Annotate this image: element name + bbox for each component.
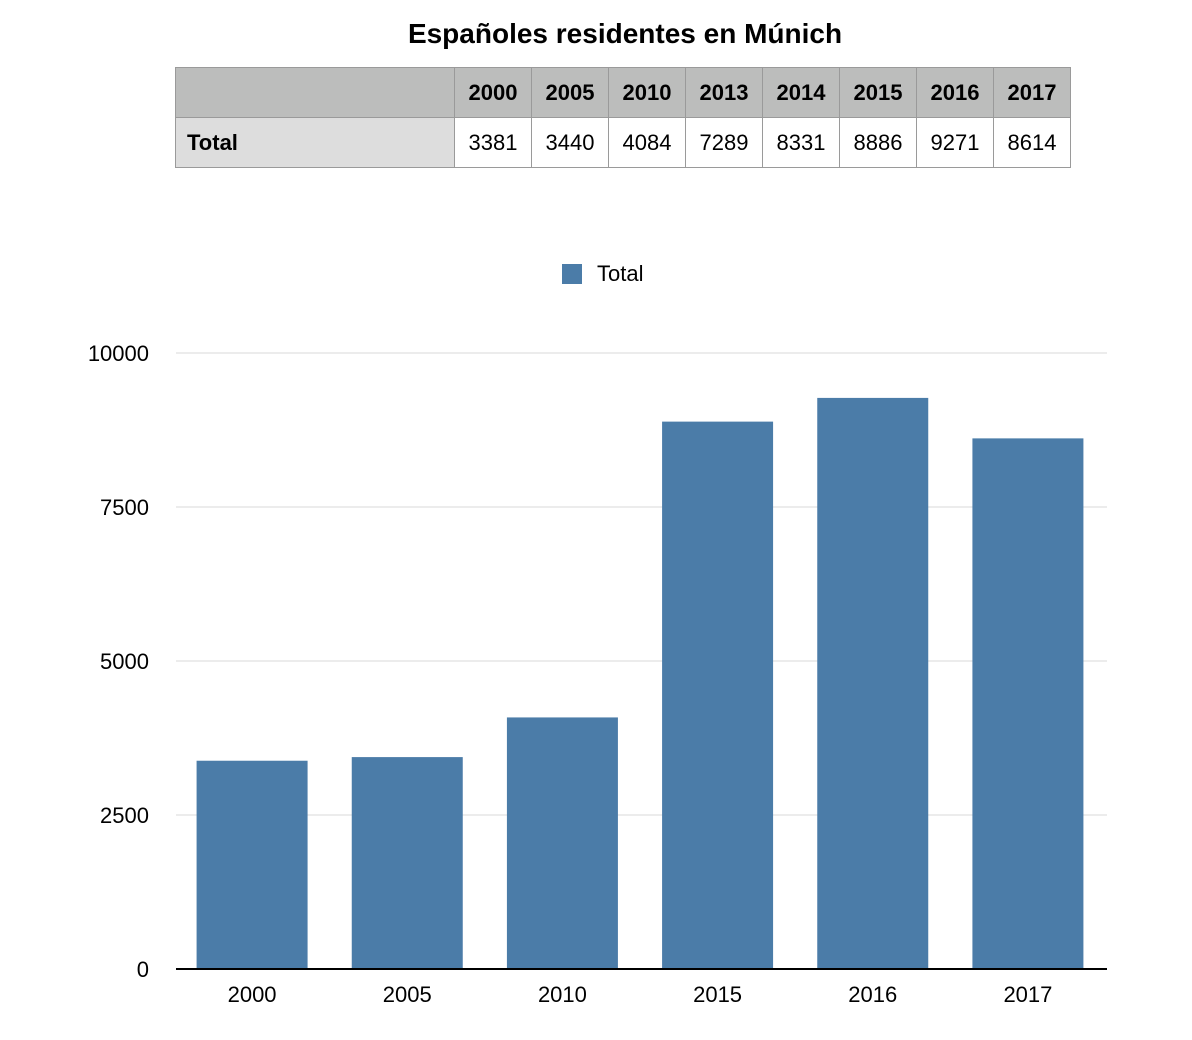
bar: [972, 438, 1084, 970]
bar: [351, 757, 463, 969]
chart-title: Españoles residentes en Múnich: [407, 18, 843, 49]
table-cell: 8331: [762, 117, 840, 168]
table-row: Total 3381 3440 4084 7289 8331 8886 9271…: [175, 117, 1071, 168]
table-cell: 8886: [839, 117, 917, 168]
legend-label: Total: [597, 261, 644, 286]
y-tick-label: 5000: [100, 649, 149, 674]
table-header-row: 2000 2005 2010 2013 2014 2015 2016 2017: [175, 67, 1071, 118]
x-tick-label: 2017: [1003, 982, 1052, 1007]
y-tick-label: 2500: [100, 803, 149, 828]
x-tick-label: 2005: [383, 982, 432, 1007]
bar: [196, 760, 308, 969]
table-cell: 9271: [916, 117, 994, 168]
table-column-header: 2017: [993, 67, 1071, 118]
x-tick-label: 2016: [848, 982, 897, 1007]
y-tick-label: 0: [137, 957, 149, 982]
table-column-header: 2015: [839, 67, 917, 118]
table-corner-cell: [175, 67, 455, 118]
table-row-header: Total: [175, 117, 455, 168]
x-tick-label: 2015: [693, 982, 742, 1007]
y-tick-label: 7500: [100, 495, 149, 520]
table-cell: 4084: [608, 117, 686, 168]
legend-swatch: [562, 264, 582, 284]
table-cell: 3440: [531, 117, 609, 168]
table-column-header: 2014: [762, 67, 840, 118]
bar: [817, 397, 929, 970]
x-tick-label: 2000: [228, 982, 277, 1007]
bar: [662, 421, 774, 969]
table-column-header: 2016: [916, 67, 994, 118]
table-cell: 8614: [993, 117, 1071, 168]
chart-legend: Total: [562, 260, 643, 288]
table-column-header: 2010: [608, 67, 686, 118]
y-tick-label: 10000: [88, 341, 149, 366]
x-tick-label: 2010: [538, 982, 587, 1007]
bar: [506, 717, 618, 969]
table-cell: 3381: [454, 117, 532, 168]
data-table: 2000 2005 2010 2013 2014 2015 2016 2017 …: [175, 67, 1071, 168]
